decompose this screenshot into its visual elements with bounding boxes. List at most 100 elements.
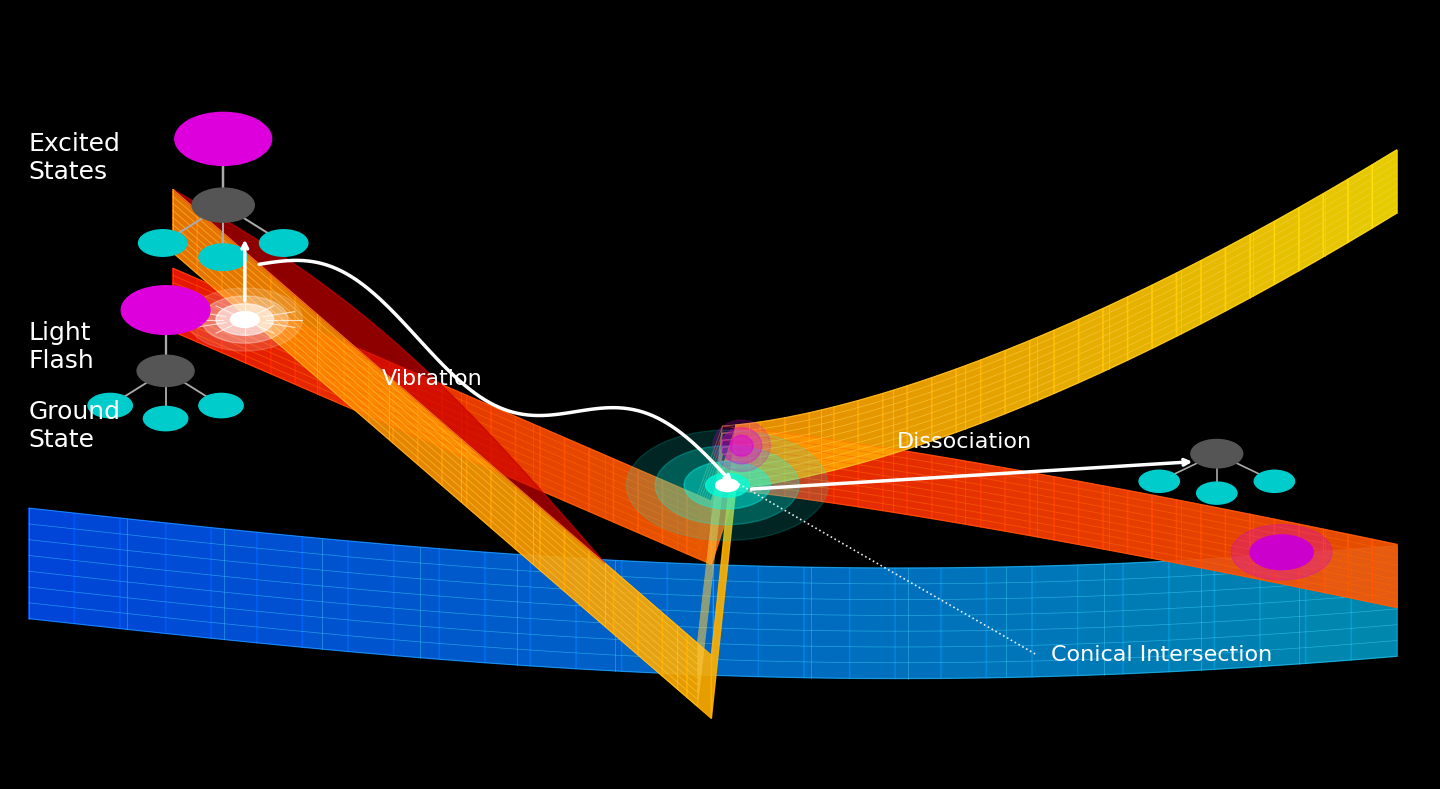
Polygon shape [1054, 320, 1079, 394]
Polygon shape [809, 436, 834, 503]
Polygon shape [1176, 500, 1201, 568]
Polygon shape [1005, 341, 1030, 413]
Polygon shape [222, 232, 246, 316]
Polygon shape [662, 613, 687, 697]
Polygon shape [256, 533, 302, 647]
Polygon shape [120, 518, 166, 634]
Polygon shape [1123, 561, 1169, 674]
Polygon shape [613, 459, 638, 533]
Circle shape [144, 406, 187, 431]
Polygon shape [540, 427, 564, 501]
Polygon shape [760, 418, 785, 485]
Polygon shape [564, 438, 589, 511]
Polygon shape [1079, 308, 1103, 383]
Circle shape [137, 355, 194, 387]
Circle shape [88, 394, 132, 417]
Polygon shape [858, 443, 883, 510]
Ellipse shape [713, 420, 770, 472]
Text: Vibration: Vibration [382, 368, 482, 389]
Polygon shape [589, 448, 613, 522]
Polygon shape [589, 549, 613, 634]
Circle shape [174, 112, 272, 166]
Polygon shape [1250, 222, 1274, 298]
Polygon shape [348, 541, 393, 656]
Polygon shape [173, 268, 197, 342]
Polygon shape [834, 440, 858, 507]
Polygon shape [1032, 565, 1077, 677]
Text: Ground
State: Ground State [29, 400, 121, 452]
Polygon shape [1201, 248, 1225, 323]
Polygon shape [1169, 559, 1214, 671]
Polygon shape [271, 274, 295, 358]
Polygon shape [516, 486, 540, 570]
Circle shape [706, 473, 749, 497]
Circle shape [626, 430, 828, 540]
Polygon shape [1128, 286, 1152, 360]
Polygon shape [940, 567, 986, 679]
Polygon shape [956, 360, 981, 432]
Circle shape [192, 188, 255, 222]
Polygon shape [1306, 549, 1351, 664]
Polygon shape [896, 568, 940, 679]
Polygon shape [1225, 510, 1250, 578]
Circle shape [1191, 439, 1243, 468]
Polygon shape [491, 406, 516, 480]
Circle shape [1197, 482, 1237, 504]
Polygon shape [785, 433, 809, 499]
Polygon shape [613, 570, 638, 655]
Polygon shape [713, 565, 759, 677]
Polygon shape [1103, 297, 1128, 372]
Polygon shape [1152, 495, 1176, 563]
Polygon shape [295, 295, 320, 380]
Polygon shape [393, 545, 439, 659]
Polygon shape [1323, 179, 1348, 256]
Circle shape [259, 230, 308, 256]
Polygon shape [883, 386, 907, 457]
Polygon shape [29, 508, 75, 623]
Circle shape [1231, 525, 1332, 580]
Polygon shape [907, 451, 932, 518]
Polygon shape [442, 385, 467, 458]
Polygon shape [173, 189, 605, 563]
Polygon shape [711, 428, 736, 564]
Polygon shape [662, 480, 687, 554]
Polygon shape [576, 559, 622, 671]
Polygon shape [1030, 331, 1054, 404]
Polygon shape [785, 413, 809, 481]
Polygon shape [246, 253, 271, 337]
Circle shape [1250, 535, 1313, 570]
Polygon shape [622, 561, 667, 673]
Polygon shape [1225, 235, 1250, 311]
Polygon shape [1323, 529, 1348, 597]
Polygon shape [369, 353, 393, 427]
Polygon shape [1274, 208, 1299, 285]
Polygon shape [1299, 193, 1323, 271]
Polygon shape [932, 369, 956, 441]
Circle shape [1254, 470, 1295, 492]
Polygon shape [883, 447, 907, 514]
Ellipse shape [721, 428, 762, 464]
Polygon shape [804, 567, 850, 679]
Circle shape [187, 288, 302, 351]
Polygon shape [687, 634, 711, 719]
Polygon shape [1348, 165, 1372, 242]
Circle shape [684, 462, 770, 509]
Polygon shape [1152, 273, 1176, 349]
Circle shape [202, 296, 288, 343]
Polygon shape [1372, 150, 1397, 228]
Circle shape [655, 446, 799, 525]
Text: Excited
States: Excited States [29, 132, 121, 184]
Polygon shape [393, 364, 418, 437]
Text: Dissociation: Dissociation [897, 432, 1032, 452]
Polygon shape [956, 459, 981, 527]
Polygon shape [212, 528, 256, 643]
Circle shape [199, 394, 243, 417]
Polygon shape [1250, 514, 1274, 582]
Circle shape [716, 479, 739, 492]
Polygon shape [1176, 260, 1201, 336]
Polygon shape [295, 321, 320, 395]
Circle shape [1139, 470, 1179, 492]
Polygon shape [1214, 556, 1260, 669]
Polygon shape [1351, 546, 1397, 660]
Polygon shape [564, 528, 589, 612]
